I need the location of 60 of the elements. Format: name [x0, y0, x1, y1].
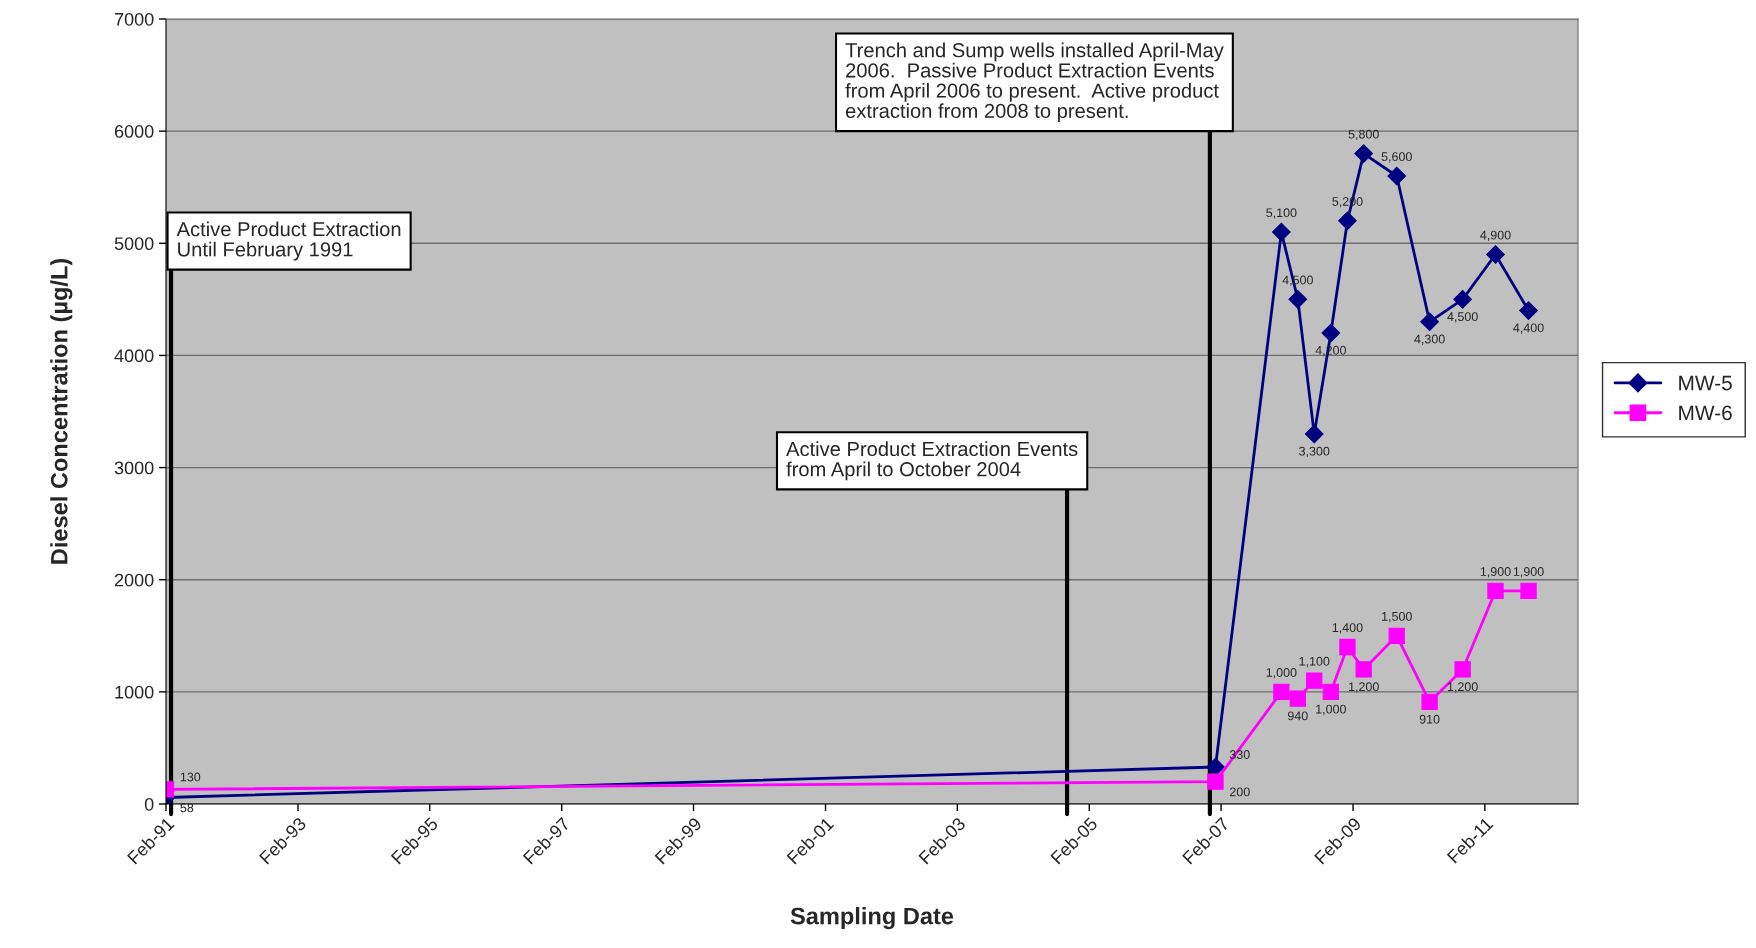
data-label: 5,800 [1348, 129, 1379, 141]
ref-line-label: Trench and Sump wells installed April-May 2006. Passive Product Extraction Events from April 2006 to present. Active product extraction from 2008 to present. [845, 42, 1224, 123]
point [1272, 222, 1291, 242]
data-label: 130 [180, 772, 201, 782]
legend-label: MW-5 [1679, 375, 1732, 391]
data-label: 1,000 [1266, 668, 1297, 679]
y-tick-label: 3000 [114, 461, 154, 475]
point [1520, 582, 1537, 600]
ref-line-label: Active Product Extraction Events from April to October 2004 [786, 441, 1078, 481]
point [1453, 290, 1472, 309]
data-label: 4,400 [1513, 323, 1544, 334]
point [1354, 144, 1374, 163]
y-axis-title: Diesel Concentration (µg/L) [50, 258, 73, 564]
data-label: 1,200 [1447, 682, 1478, 693]
point [1273, 683, 1290, 701]
data-label: 1,100 [1299, 656, 1330, 668]
point [1519, 301, 1538, 320]
point [1289, 690, 1306, 707]
data-label: 940 [1287, 711, 1308, 721]
ref-line-label: Active Product Extraction Until February 1991 [176, 221, 401, 261]
data-label: 1,000 [1316, 704, 1346, 716]
data-label: 200 [1229, 787, 1250, 797]
data-label: 1,500 [1382, 611, 1412, 623]
point [1421, 693, 1438, 711]
data-label: 4,900 [1480, 230, 1511, 242]
data-label: 1,900 [1480, 567, 1511, 578]
point [1339, 638, 1356, 656]
point [1454, 661, 1471, 678]
data-label: 1,400 [1332, 623, 1363, 634]
point [1288, 290, 1308, 309]
data-label: 5,600 [1381, 152, 1412, 163]
y-tick-label: 5000 [114, 237, 154, 251]
point [1207, 773, 1224, 790]
point [1321, 323, 1341, 343]
data-label: 1,900 [1513, 567, 1544, 578]
y-tick-label: 6000 [114, 125, 154, 138]
point [1322, 683, 1339, 701]
point [1306, 672, 1323, 689]
y-tick-label: 1000 [115, 685, 154, 699]
data-label: 5,100 [1266, 208, 1297, 219]
point [1487, 582, 1504, 600]
legend-label: MW-6 [1679, 405, 1732, 421]
point [1338, 211, 1357, 231]
y-tick-label: 2000 [114, 573, 154, 587]
data-label: 4,500 [1447, 312, 1478, 323]
y-tick-label: 7000 [114, 12, 154, 26]
data-label: 3,300 [1299, 446, 1330, 458]
data-label: 58 [180, 803, 194, 813]
data-label: 910 [1419, 714, 1440, 724]
y-tick-label: 0 [144, 797, 154, 811]
point [1387, 166, 1407, 186]
data-label: 1,200 [1349, 682, 1379, 693]
point [1355, 661, 1372, 678]
point [1304, 424, 1324, 444]
x-axis-title: Sampling Date [790, 907, 954, 930]
point [1388, 627, 1405, 644]
data-label: 4,300 [1414, 334, 1445, 345]
point [1420, 312, 1439, 332]
y-tick-label: 4000 [114, 349, 154, 363]
point [1486, 245, 1505, 264]
